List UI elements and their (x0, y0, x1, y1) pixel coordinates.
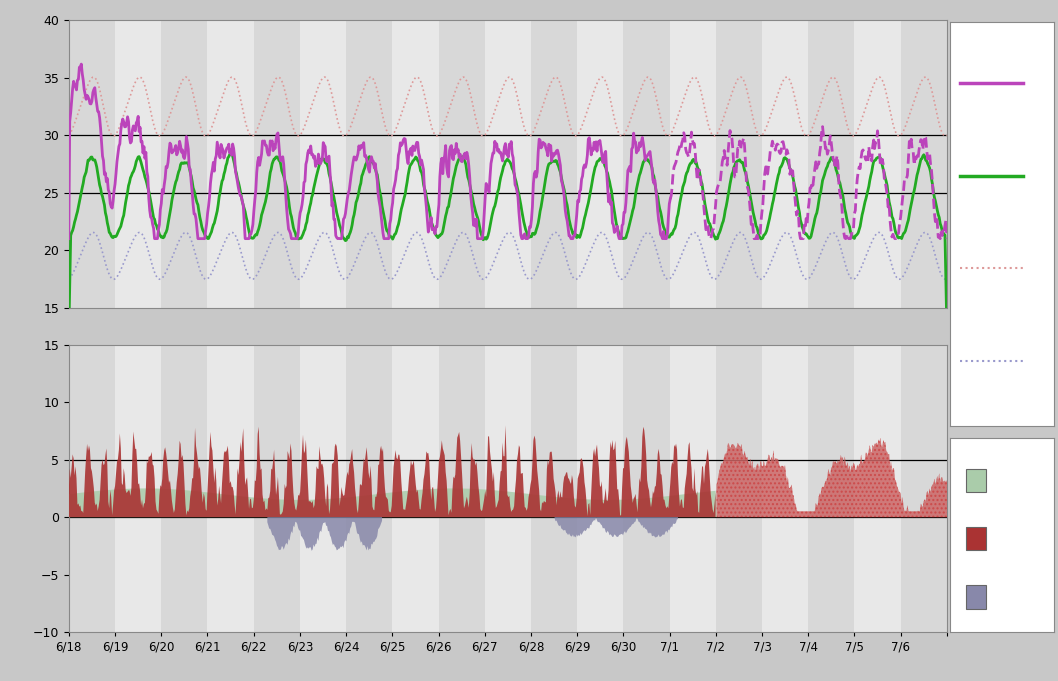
Bar (623, 20, 670, 308)
Bar (716, 20, 762, 308)
Bar (393, 345, 438, 632)
Bar (115, 345, 161, 632)
Bar (161, 20, 207, 308)
Bar (254, 20, 299, 308)
Bar (966, 527, 986, 550)
Bar (578, 20, 623, 308)
Bar (161, 345, 207, 632)
Bar (855, 345, 900, 632)
Bar (346, 345, 393, 632)
Bar (485, 20, 531, 308)
Bar (207, 345, 254, 632)
Bar (900, 345, 947, 632)
Bar (808, 20, 855, 308)
Bar (69, 345, 115, 632)
Bar (578, 345, 623, 632)
Bar (966, 586, 986, 609)
Bar (393, 20, 438, 308)
Bar (808, 345, 855, 632)
Bar (716, 345, 762, 632)
Bar (531, 345, 578, 632)
Bar (299, 345, 346, 632)
Bar (900, 20, 947, 308)
Bar (762, 345, 808, 632)
Bar (670, 345, 716, 632)
Bar (531, 20, 578, 308)
Bar (254, 345, 299, 632)
Bar (855, 20, 900, 308)
Bar (207, 20, 254, 308)
Bar (966, 469, 986, 492)
Bar (346, 20, 393, 308)
Bar (115, 20, 161, 308)
Bar (69, 20, 115, 308)
Bar (670, 20, 716, 308)
Bar (623, 345, 670, 632)
Bar (438, 20, 485, 308)
Bar (762, 20, 808, 308)
Bar (438, 345, 485, 632)
Bar (299, 20, 346, 308)
Bar (485, 345, 531, 632)
